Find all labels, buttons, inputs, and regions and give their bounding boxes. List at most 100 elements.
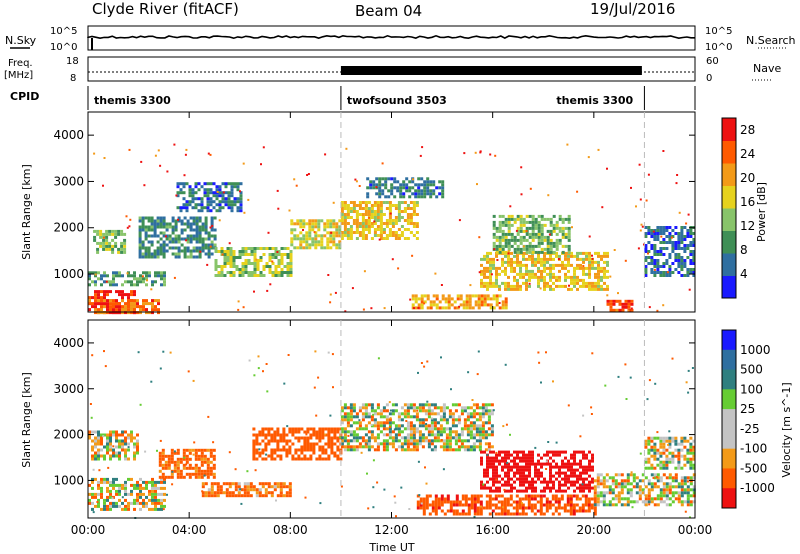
- heatmap-cell: [447, 294, 451, 298]
- heatmap-speck: [504, 363, 507, 366]
- heatmap-cell: [549, 250, 553, 254]
- heatmap-cell: [504, 474, 507, 478]
- heatmap-cell: [229, 247, 233, 250]
- heatmap-cell: [162, 216, 166, 220]
- heatmap-cell: [644, 460, 648, 464]
- heatmap-cell: [121, 308, 124, 312]
- heatmap-cell: [264, 433, 268, 437]
- heatmap-cell: [340, 406, 344, 410]
- heatmap-cell: [277, 259, 281, 262]
- heatmap-cell: [597, 251, 600, 255]
- heatmap-cell: [403, 228, 407, 231]
- heatmap-cell: [600, 257, 603, 261]
- heatmap-cell: [318, 433, 322, 437]
- heatmap-speck: [103, 350, 105, 353]
- heatmap-cell: [213, 494, 217, 498]
- heatmap-cell: [692, 271, 696, 274]
- heatmap-cell: [492, 480, 495, 484]
- heatmap-cell: [136, 486, 139, 490]
- heatmap-cell: [507, 471, 510, 475]
- heatmap-cell: [572, 512, 576, 516]
- heatmap-cell: [151, 305, 154, 309]
- heatmap-cell: [99, 244, 103, 248]
- heatmap-cell: [647, 442, 651, 446]
- heatmap-cell: [123, 244, 127, 248]
- heatmap-cell: [522, 235, 526, 239]
- heatmap-cell: [501, 232, 505, 236]
- heatmap-cell: [96, 247, 100, 251]
- heatmap-cell: [543, 284, 546, 288]
- heatmap-cell: [668, 439, 672, 443]
- heatmap-speck: [420, 502, 423, 505]
- heatmap-cell: [118, 271, 121, 275]
- heatmap-cell: [513, 220, 517, 224]
- heatmap-cell: [156, 234, 160, 238]
- heatmap-cell: [273, 439, 277, 443]
- heatmap-cell: [94, 293, 97, 297]
- heatmap-cell: [460, 445, 464, 449]
- heatmap-cell: [487, 415, 491, 419]
- heatmap-cell: [447, 300, 451, 304]
- heatmap-cell: [543, 238, 547, 242]
- heatmap-cell: [173, 463, 177, 467]
- heatmap-cell: [315, 457, 319, 461]
- heatmap-speck: [400, 486, 403, 489]
- heatmap-cell: [558, 465, 561, 469]
- heatmap-cell: [412, 222, 416, 225]
- heatmap-cell: [370, 433, 374, 437]
- heatmap-cell: [321, 427, 325, 431]
- heatmap-cell: [222, 482, 226, 486]
- heatmap-cell: [273, 433, 277, 437]
- heatmap-cell: [441, 189, 445, 193]
- heatmap-cell: [615, 308, 619, 312]
- heatmap-cell: [315, 436, 319, 440]
- heatmap-cell: [340, 207, 344, 210]
- heatmap-cell: [335, 225, 339, 229]
- heatmap-cell: [336, 445, 340, 449]
- heatmap-cell: [291, 427, 295, 431]
- heatmap-cell: [156, 255, 160, 259]
- heatmap-cell: [680, 466, 684, 470]
- heatmap-cell: [543, 251, 546, 255]
- heatmap-cell: [291, 454, 295, 458]
- heatmap-cell: [501, 244, 505, 248]
- heatmap-cell: [253, 247, 257, 250]
- heatmap-cell: [88, 277, 91, 281]
- heatmap-speck: [102, 184, 104, 187]
- heatmap-cell: [267, 482, 271, 486]
- heatmap-speck: [159, 164, 162, 167]
- heatmap-cell: [306, 457, 310, 461]
- heatmap-cell: [555, 232, 559, 236]
- heatmap-cell: [480, 269, 483, 273]
- heatmap-cell: [145, 311, 148, 315]
- heatmap-cell: [173, 451, 177, 455]
- heatmap-cell: [150, 225, 154, 229]
- heatmap-speck: [93, 152, 96, 155]
- heatmap-cell: [364, 445, 368, 449]
- heatmap-cell: [662, 491, 666, 495]
- heatmap-cell: [617, 482, 621, 486]
- heatmap-cell: [558, 471, 561, 475]
- heatmap-cell: [375, 192, 379, 196]
- heatmap-cell: [576, 486, 579, 490]
- heatmap-cell: [422, 506, 426, 510]
- nave-trace: [340, 66, 642, 75]
- heatmap-cell: [120, 247, 124, 251]
- heatmap-cell: [680, 259, 684, 262]
- heatmap-cell: [426, 294, 430, 298]
- heatmap-cell: [564, 462, 567, 466]
- heatmap-cell: [467, 503, 471, 507]
- heatmap-cell: [390, 189, 394, 193]
- heatmap-cell: [261, 439, 265, 443]
- heatmap-speck: [639, 452, 642, 455]
- heatmap-cell: [543, 281, 546, 285]
- heatmap-cell: [144, 234, 148, 238]
- heatmap-cell: [280, 262, 284, 265]
- heatmap-cell: [108, 229, 112, 233]
- heatmap-cell: [620, 482, 624, 486]
- heatmap-cell: [507, 462, 510, 466]
- heatmap-cell: [537, 468, 540, 472]
- heatmap-cell: [507, 238, 511, 242]
- colorbar-tick-label: 100: [740, 382, 763, 396]
- heatmap-cell: [147, 246, 151, 250]
